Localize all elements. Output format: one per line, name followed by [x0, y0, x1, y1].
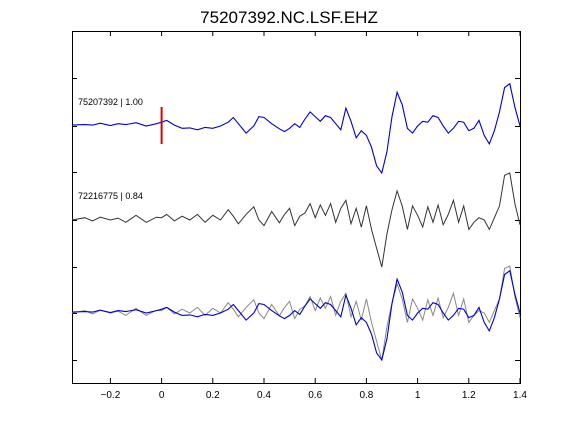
overlay-correlated-line [71, 265, 521, 361]
overlay-master-line [71, 269, 521, 362]
x-tick-label: 0.2 [206, 390, 220, 401]
chart-title: 75207392.NC.LSF.EHZ [200, 8, 378, 27]
x-tick-label: 0.6 [308, 390, 322, 401]
x-tick-label: 0.4 [257, 390, 271, 401]
x-axis: −0.2 0 0.2 0.4 0.6 0.8 1 1.2 1.4 [101, 31, 527, 401]
x-tick-label: 1.4 [513, 390, 527, 401]
y-axis-ticks [72, 78, 520, 361]
trace-label: 72216775 | 0.84 [78, 191, 143, 201]
trace-master-line [71, 82, 521, 175]
x-tick-label: −0.2 [101, 390, 121, 401]
trace-label: 75207392 | 1.00 [78, 97, 143, 107]
x-tick-label: 0 [159, 390, 165, 401]
x-tick-label: 1.2 [462, 390, 476, 401]
x-tick-label: 1 [415, 390, 421, 401]
trace-area [71, 82, 521, 362]
trace-correlated-line [71, 172, 521, 268]
trace-labels: 75207392 | 1.00 72216775 | 0.84 [78, 97, 143, 201]
x-tick-label: 0.8 [359, 390, 373, 401]
plot-frame [72, 31, 521, 384]
